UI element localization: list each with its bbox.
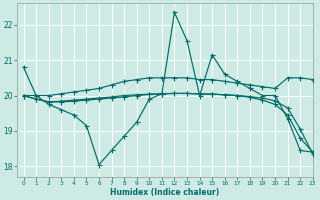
X-axis label: Humidex (Indice chaleur): Humidex (Indice chaleur) xyxy=(110,188,220,197)
